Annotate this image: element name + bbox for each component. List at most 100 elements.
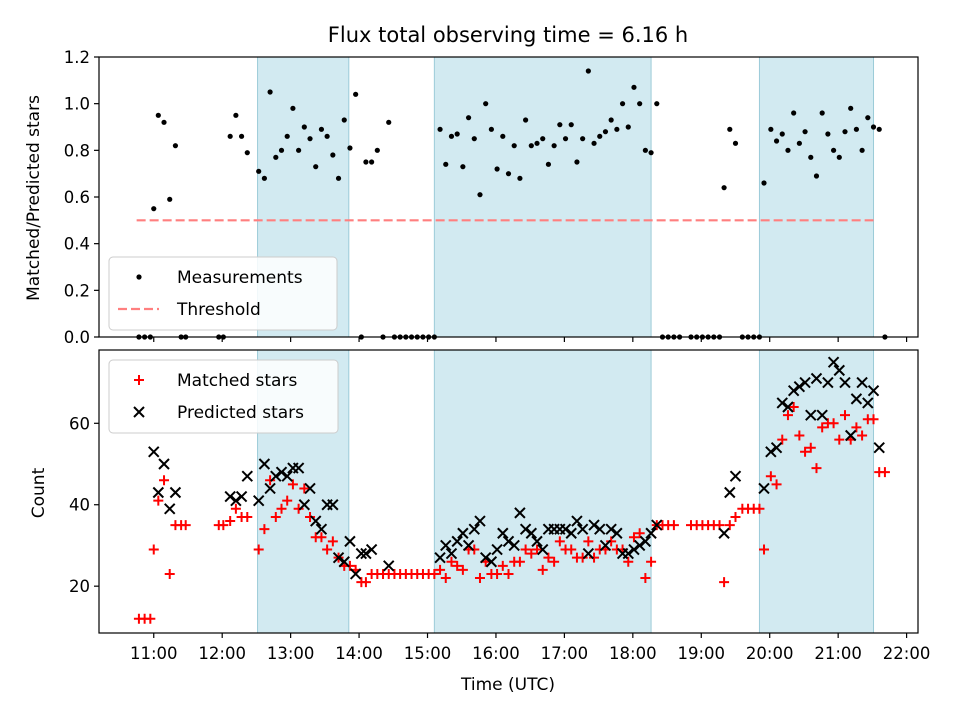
matched-star-point	[230, 503, 241, 514]
predicted-star-point	[360, 547, 372, 560]
top-legend: Measurements Threshold	[108, 256, 338, 331]
matched-star-point	[242, 511, 253, 522]
predicted-star-point	[862, 397, 874, 409]
predicted-star-point	[718, 527, 730, 539]
predicted-star-point	[479, 551, 492, 564]
top-shaded-interval-1	[433, 56, 652, 338]
measurement-point	[353, 91, 359, 97]
predicted-star-point	[776, 397, 788, 409]
predicted-star-point	[514, 507, 526, 519]
predicted-star-point	[451, 535, 463, 548]
measurement-point	[505, 171, 512, 177]
matched-star-point	[759, 544, 770, 555]
legend-marker-matched	[134, 375, 144, 385]
measurement-point	[523, 117, 529, 123]
measurement-point	[161, 119, 167, 125]
measurement-point	[290, 105, 296, 111]
measurement-point	[284, 133, 290, 139]
matched-star-point	[777, 434, 788, 445]
x-tick-label: 22:00	[883, 644, 931, 663]
x-tick-label: 19:00	[677, 644, 725, 663]
matched-star-point	[646, 556, 657, 567]
bottom-legend-label: Predicted stars	[177, 403, 304, 423]
x-tick-label: 12:00	[198, 644, 246, 663]
predicted-star-point	[724, 486, 736, 499]
measurement-point	[761, 180, 767, 186]
matched-star-point	[360, 577, 371, 588]
measurement-point	[619, 101, 626, 107]
measurement-point	[836, 154, 842, 160]
top-chart-title: Flux total observing time = 6.16 h	[328, 23, 688, 47]
predicted-star-point	[537, 543, 549, 556]
matched-star-point	[771, 479, 782, 490]
predicted-star-point	[281, 470, 293, 482]
matched-star-point	[543, 552, 554, 563]
matched-star-point	[668, 520, 679, 531]
predicted-star-point	[856, 376, 868, 389]
matched-star-point	[566, 544, 577, 555]
measurement-point	[625, 124, 631, 130]
predicted-star-point	[605, 523, 617, 535]
measurement-point	[307, 136, 313, 142]
measurement-point	[631, 84, 637, 90]
measurement-point	[773, 138, 780, 144]
predicted-star-point	[355, 547, 368, 560]
matched-star-point	[589, 552, 600, 563]
measurement-point	[642, 147, 648, 153]
matched-star-point	[435, 564, 446, 575]
measurement-point	[155, 112, 161, 118]
matched-star-point	[180, 520, 191, 531]
predicted-star-point	[148, 446, 160, 458]
measurement-point	[172, 143, 179, 149]
predicted-star-point	[310, 515, 322, 527]
predicted-star-point	[588, 519, 600, 531]
top-data-layer	[136, 68, 888, 340]
measurement-point	[721, 185, 727, 191]
x-tick-label: 21:00	[814, 644, 862, 663]
matched-star-point	[282, 495, 293, 506]
matched-star-point	[148, 544, 159, 555]
measurement-point	[654, 101, 660, 107]
predicted-star-point	[810, 372, 823, 385]
measurement-point	[324, 133, 330, 139]
predicted-star-point	[434, 551, 446, 564]
predicted-star-point	[867, 385, 880, 397]
bottom-shaded-interval-2	[758, 349, 875, 634]
predicted-star-point	[497, 527, 509, 539]
matched-star-point	[253, 544, 264, 555]
predicted-star-point	[816, 409, 828, 421]
predicted-star-point	[622, 547, 634, 560]
measurement-point	[273, 154, 279, 160]
measurement-point	[819, 110, 825, 116]
bottom-y-tick-label: 20	[69, 577, 90, 596]
matched-star-point	[800, 446, 811, 457]
matched-star-point	[794, 430, 805, 441]
measurement-point	[318, 126, 325, 132]
predicted-star-point	[152, 486, 165, 499]
measurement-point	[562, 136, 569, 142]
matched-star-point	[164, 568, 175, 579]
predicted-star-point	[639, 535, 652, 548]
matched-star-point	[719, 577, 730, 588]
measurement-point	[802, 129, 808, 135]
measurement-point	[648, 150, 654, 156]
matched-star-point	[839, 410, 850, 421]
predicted-star-point	[270, 470, 282, 482]
top-y-tick-label: 0.4	[64, 235, 90, 254]
predicted-star-point	[565, 527, 577, 539]
predicted-star-point	[383, 560, 395, 572]
measurement-point	[785, 147, 791, 153]
bottom-panel: 20 40 60 11:00 12:00 13:00 14:00 15:00 16:00 17:0…	[69, 349, 931, 663]
predicted-star-point	[531, 535, 543, 548]
x-tick-label: 18:00	[609, 644, 657, 663]
matched-star-point	[730, 511, 741, 522]
predicted-star-point	[491, 543, 503, 556]
measurement-point	[296, 147, 302, 153]
predicted-star-point	[799, 376, 811, 389]
bottom-legend: Matched stars Predicted stars	[108, 359, 339, 434]
measurement-point	[471, 136, 477, 142]
measurement-point	[796, 140, 802, 146]
measurement-point	[448, 133, 455, 139]
measurement-point	[825, 131, 831, 137]
predicted-star-point	[628, 543, 640, 556]
